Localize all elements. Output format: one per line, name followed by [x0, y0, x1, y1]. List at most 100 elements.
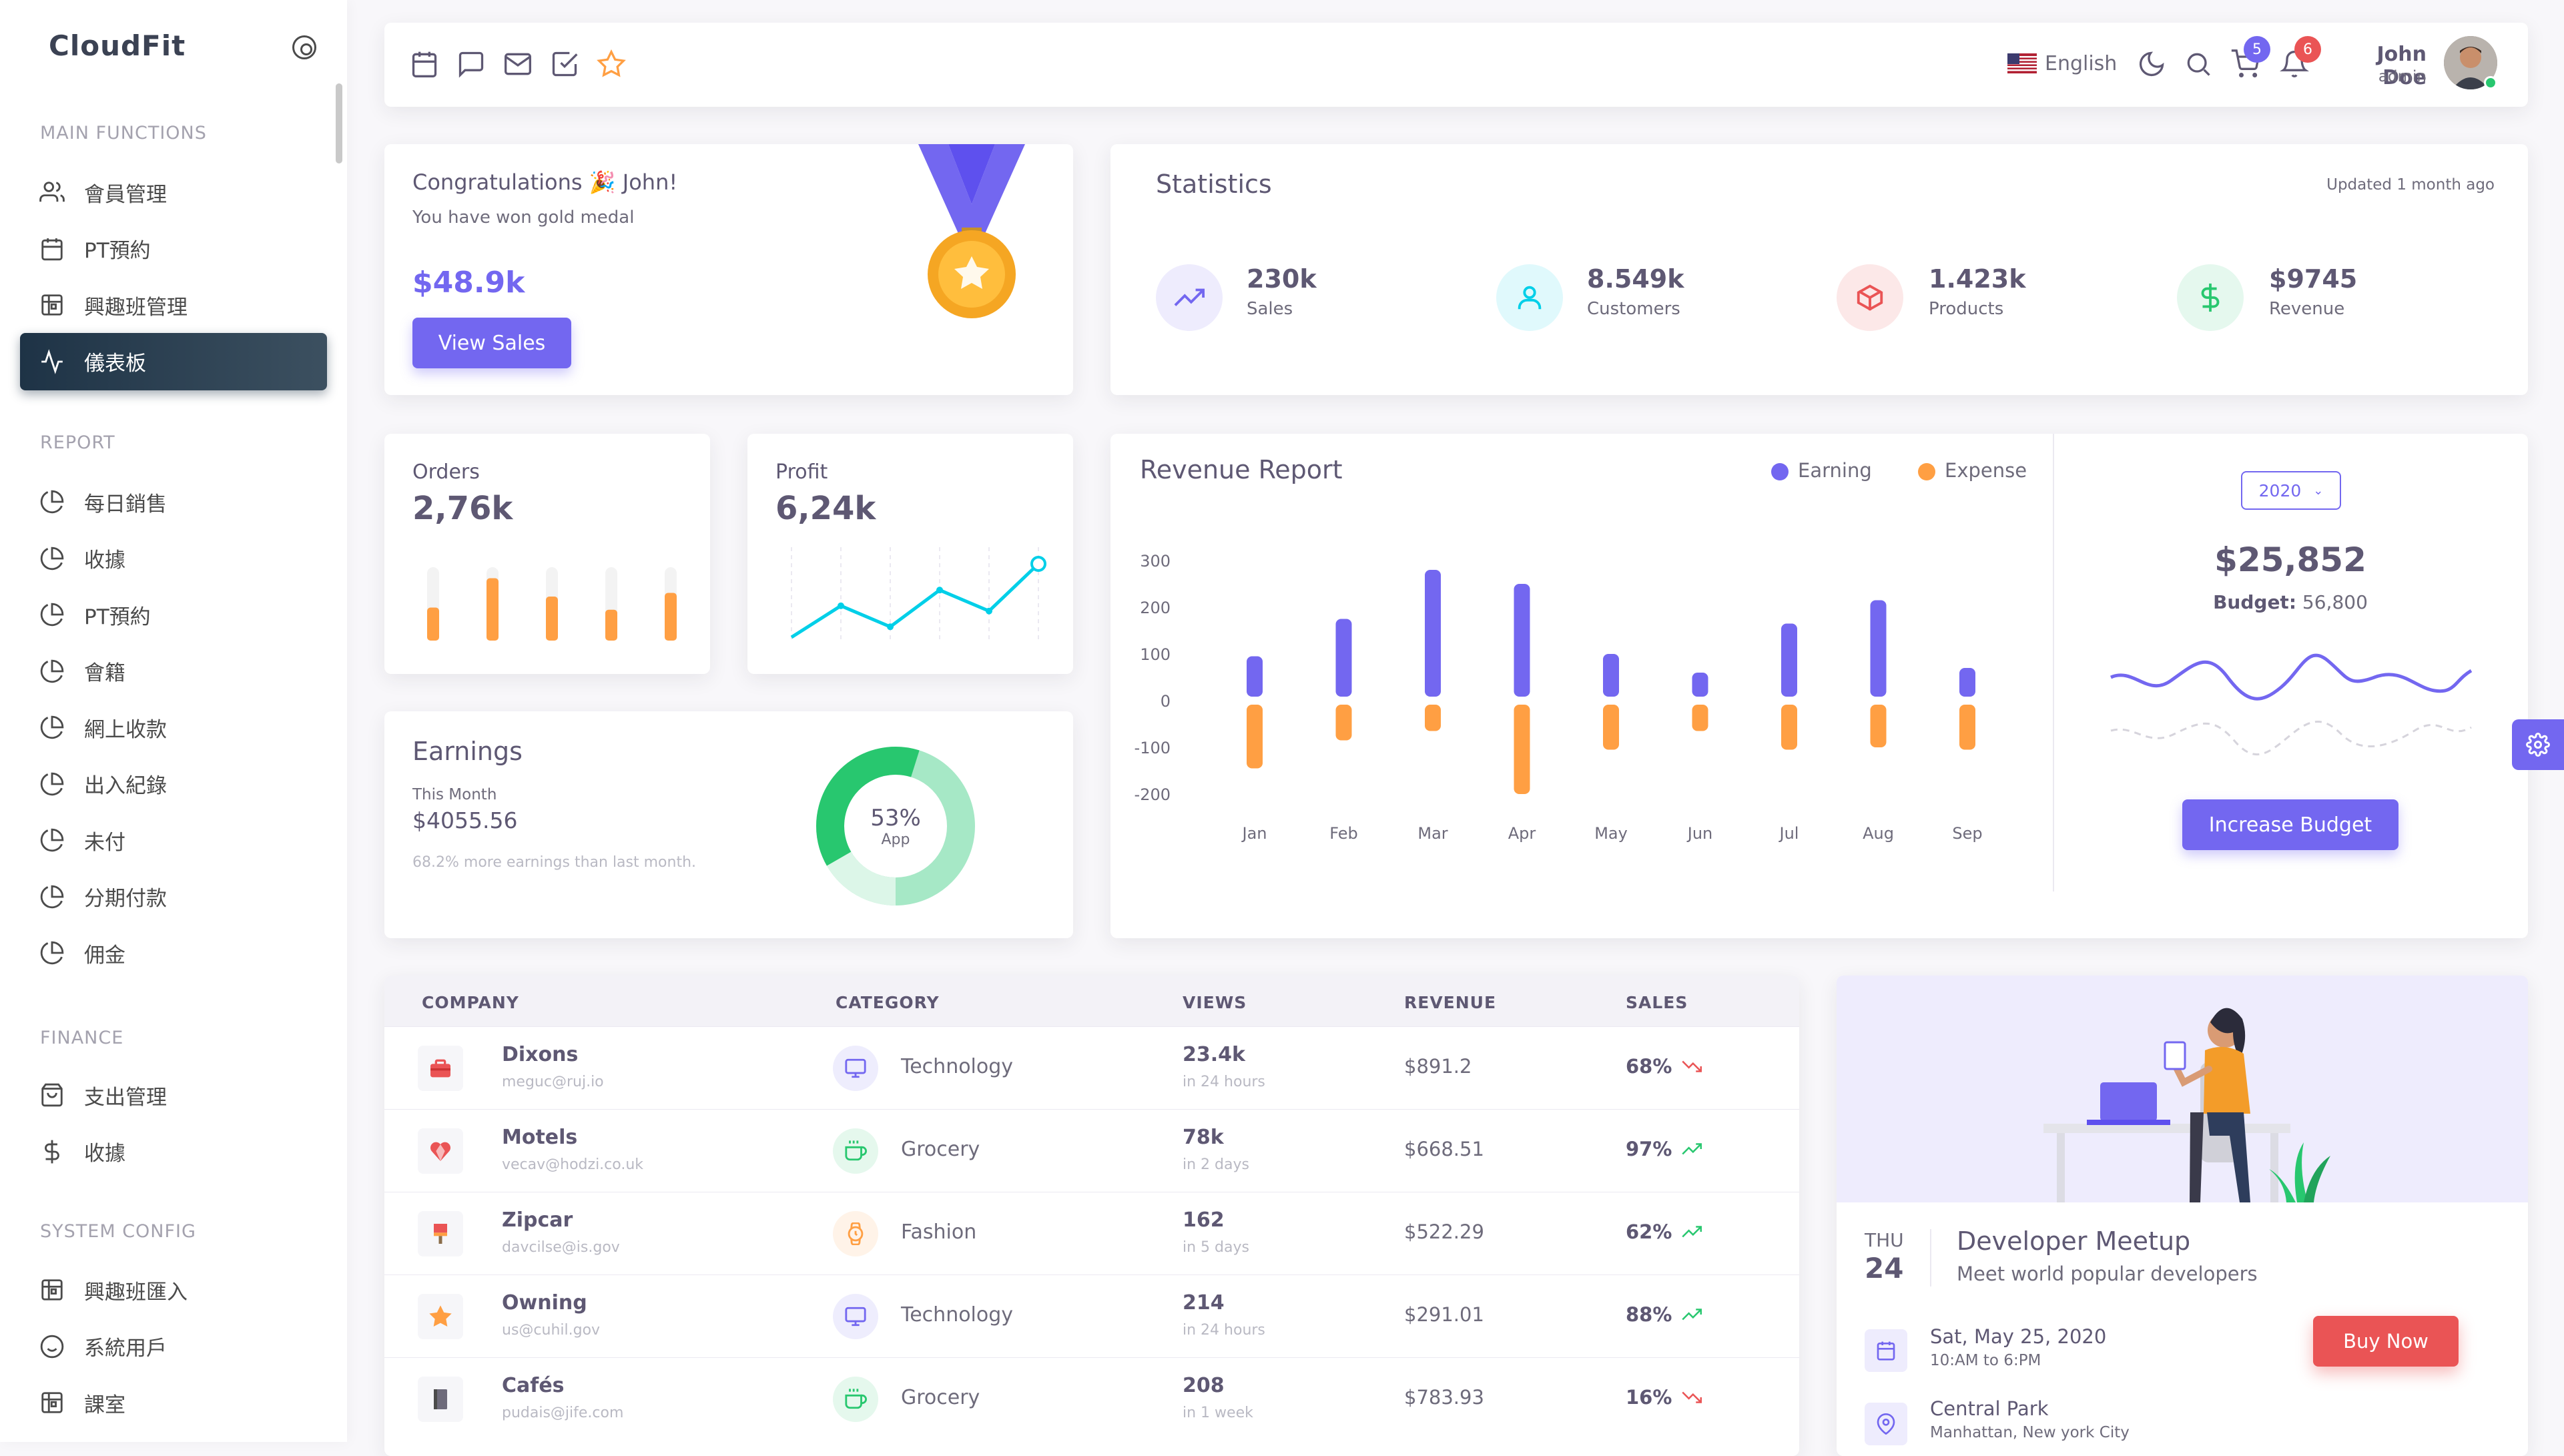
star-icon: [418, 1294, 463, 1339]
monitor-icon: [833, 1046, 878, 1091]
avatar[interactable]: [2444, 36, 2497, 89]
dollar-icon: [39, 1138, 65, 1165]
views-value: 162: [1183, 1208, 1225, 1232]
company-name: Owning: [502, 1291, 587, 1315]
y-tick-label: -200: [1135, 785, 1171, 804]
legend-expense: Expense: [1945, 459, 2027, 482]
sidebar-item[interactable]: 會員管理: [20, 163, 327, 221]
sidebar-item[interactable]: 課室: [20, 1374, 327, 1431]
pie-chart-icon: [39, 771, 65, 797]
pie-chart-icon: [39, 545, 65, 572]
star-bookmark-icon[interactable]: [597, 49, 626, 79]
earning-bar: [1959, 668, 1975, 697]
pie-chart-icon: [39, 658, 65, 685]
orders-bar: [546, 597, 558, 641]
x-tick-label: Sep: [1952, 824, 1982, 843]
sidebar-item[interactable]: 收據: [20, 530, 327, 587]
sidebar-item[interactable]: PT預約: [20, 220, 327, 278]
pie-chart-icon: [39, 940, 65, 966]
todo-icon[interactable]: [550, 49, 579, 79]
trending-down-icon: [1682, 1387, 1702, 1407]
profit-endpoint: [1030, 556, 1046, 572]
year-dropdown[interactable]: 2020 ⌄: [2241, 471, 2341, 510]
revenue-value: $783.93: [1404, 1386, 1484, 1409]
calendar-icon[interactable]: [410, 49, 439, 79]
sidebar-section-title: MAIN FUNCTIONS: [40, 123, 207, 143]
revenue-report-card: Revenue Report Earning Expense 300 200 100…: [1110, 434, 2528, 938]
increase-budget-button[interactable]: Increase Budget: [2182, 799, 2398, 850]
grid-icon: [39, 1277, 65, 1303]
x-tick-label: Feb: [1329, 824, 1358, 843]
sidebar-item-label: 出入紀錄: [84, 774, 167, 798]
sidebar-item-label: 會籍: [84, 661, 125, 685]
sidebar-item[interactable]: 會籍: [20, 643, 327, 700]
search-icon[interactable]: [2184, 49, 2213, 79]
table-row[interactable]: Zipcar davcilse@is.gov Fashion 162 in 5 days…: [384, 1192, 1799, 1275]
views-period: in 24 hours: [1183, 1074, 1265, 1090]
sidebar-item[interactable]: PT預約: [20, 586, 327, 643]
legend-earning-dot: [1771, 463, 1789, 480]
moon-icon[interactable]: [2137, 49, 2166, 79]
category-name: Grocery: [901, 1138, 980, 1161]
earning-bar: [1425, 570, 1441, 697]
company-name: Zipcar: [502, 1208, 573, 1232]
sidebar-item-label: 興趣班管理: [84, 295, 188, 320]
coffee-icon: [833, 1377, 878, 1422]
mail-icon[interactable]: [503, 49, 533, 79]
th-company: COMPANY: [422, 993, 519, 1012]
sidebar-item[interactable]: 網上收款: [20, 699, 327, 756]
sidebar-item[interactable]: 佣金: [20, 924, 327, 982]
sidebar-item[interactable]: 收據: [20, 1123, 327, 1180]
earning-bar: [1335, 619, 1352, 697]
budget-value: 56,800: [2302, 591, 2368, 613]
earnings-note: 68.2% more earnings than last month.: [412, 854, 697, 871]
sidebar-scrollbar[interactable]: [336, 83, 342, 163]
gear-icon: [2526, 733, 2550, 757]
coffee-icon: [833, 1128, 878, 1174]
brand-logo[interactable]: CloudFit: [49, 29, 186, 62]
x-tick-label: Apr: [1508, 824, 1536, 843]
table-row[interactable]: Cafés pudais@jife.com Grocery 208 in 1 week $…: [384, 1357, 1799, 1440]
top-navbar: English 5 6 John Doe admin: [384, 23, 2528, 107]
table-header: COMPANY CATEGORY VIEWS REVENUE SALES: [384, 976, 1799, 1026]
sidebar-item[interactable]: 儀表板: [20, 332, 327, 390]
chevron-down-icon: ⌄: [2313, 483, 2324, 498]
cart-icon[interactable]: [2230, 49, 2260, 79]
budget-line: Budget: 56,800: [2053, 591, 2528, 613]
event-calendar-icon: [1865, 1329, 1907, 1372]
sidebar-section-title: FINANCE: [40, 1028, 124, 1048]
views-period: in 1 week: [1183, 1405, 1253, 1421]
customizer-toggle[interactable]: [2512, 719, 2564, 770]
sidebar-item-label: PT預約: [84, 605, 151, 629]
sidebar-item[interactable]: 出入紀錄: [20, 755, 327, 813]
sidebar-item[interactable]: 興趣班管理: [20, 276, 327, 334]
sidebar-item[interactable]: 每日銷售: [20, 473, 327, 530]
table-row[interactable]: Owning us@cuhil.gov Technology 214 in 24 hou…: [384, 1275, 1799, 1357]
table-row[interactable]: Dixons meguc@ruj.io Technology 23.4k in 24 h…: [384, 1026, 1799, 1109]
chat-icon[interactable]: [456, 49, 486, 79]
earning-bar: [1514, 584, 1530, 697]
sidebar-item-label: 收據: [84, 549, 125, 573]
collapse-sidebar-icon[interactable]: [292, 35, 316, 59]
expense-bar: [1692, 705, 1708, 731]
smile-icon: [39, 1333, 65, 1360]
pie-chart-icon: [39, 488, 65, 515]
user-name[interactable]: John Doe: [2376, 43, 2427, 89]
event-date: Sat, May 25, 2020: [1930, 1325, 2107, 1348]
profit-line-chart: [790, 547, 1046, 641]
view-sales-button[interactable]: View Sales: [412, 318, 571, 368]
table-row[interactable]: Motels vecav@hodzi.co.uk Grocery 78k in 2 da…: [384, 1109, 1799, 1192]
sidebar-item[interactable]: 支出管理: [20, 1066, 327, 1124]
language-selector[interactable]: English: [2045, 52, 2118, 75]
sidebar-item[interactable]: 分期付款: [20, 868, 327, 926]
event-address: Manhattan, New york City: [1930, 1424, 2130, 1441]
buy-now-button[interactable]: Buy Now: [2313, 1316, 2459, 1367]
company-name: Cafés: [502, 1374, 565, 1397]
sidebar-item[interactable]: 系統用戶: [20, 1318, 327, 1375]
sidebar-item[interactable]: 未付: [20, 811, 327, 869]
revenue-report-title: Revenue Report: [1140, 455, 1343, 484]
company-name: Dixons: [502, 1043, 579, 1066]
views-period: in 5 days: [1183, 1239, 1249, 1256]
sidebar-item[interactable]: 興趣班匯入: [20, 1261, 327, 1319]
y-tick-label: 200: [1140, 599, 1171, 617]
